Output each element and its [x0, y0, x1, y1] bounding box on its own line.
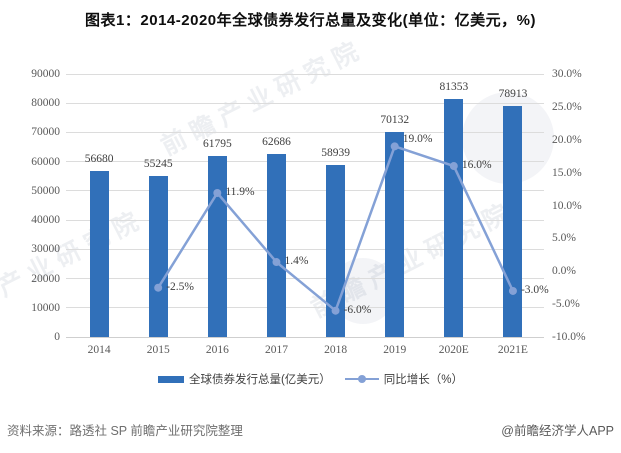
gridline: [66, 190, 544, 192]
line-marker-2020E: [449, 162, 458, 171]
right-axis-tick: -10.0%: [552, 331, 586, 343]
left-axis-tick: 30000: [31, 243, 60, 256]
bar-2019: [385, 132, 405, 337]
chart-title: 图表1：2014-2020年全球债券发行总量及变化(单位：亿美元，%): [85, 12, 536, 29]
bar-value-label: 58939: [321, 146, 350, 159]
left-axis-tick: 80000: [31, 97, 60, 110]
bar-value-label: 62686: [262, 135, 291, 148]
gridline: [66, 336, 544, 338]
gridline: [66, 102, 544, 104]
line-marker-2016: [213, 189, 222, 198]
right-axis-tick: 20.0%: [552, 133, 582, 146]
gridline: [66, 248, 544, 250]
x-axis-label: 2017: [264, 344, 288, 356]
left-axis-tick: 40000: [31, 214, 60, 227]
source-note: 资料来源：路透社 SP 前瞻产业研究院整理: [7, 424, 243, 438]
line-value-label: -2.5%: [166, 280, 194, 293]
line-marker-2015: [154, 283, 163, 292]
legend: 全球债券发行总量(亿美元） 同比增长（%）: [0, 371, 621, 387]
x-axis-label: 2015: [146, 344, 170, 356]
bar-value-label: 61795: [202, 138, 232, 151]
bar-2020E: [444, 99, 464, 337]
x-axis-label: 2018: [324, 344, 348, 356]
x-axis-label: 2021E: [497, 344, 528, 356]
bar-value-label: 70132: [380, 114, 410, 127]
brand-note: @前瞻经济学人APP: [501, 424, 614, 438]
left-axis-tick: 20000: [31, 272, 60, 285]
legend-bar-label: 全球债券发行总量(亿美元）: [188, 374, 331, 386]
bar-2017: [266, 153, 286, 337]
left-axis-tick: 0: [54, 331, 60, 343]
bar-value-label: 78913: [498, 88, 528, 101]
line-value-label: 1.4%: [284, 255, 309, 268]
legend-item-line: 同比增长（%）: [344, 371, 464, 387]
line-value-label: -6.0%: [343, 303, 372, 316]
gridline: [66, 278, 544, 280]
left-axis-tick: 70000: [31, 126, 60, 139]
right-axis-tick: 15.0%: [552, 166, 582, 179]
legend-bar-swatch-icon: [157, 375, 184, 383]
gridline: [66, 131, 544, 133]
legend-item-bars: 全球债券发行总量(亿美元）: [157, 371, 331, 387]
gridline: [66, 219, 544, 221]
gridline: [66, 161, 544, 163]
gridline: [66, 73, 544, 75]
line-marker-2021E: [508, 286, 517, 295]
x-axis-label: 2019: [383, 344, 407, 356]
bar-value-label: 55245: [143, 157, 173, 170]
x-axis-label: 2014: [87, 344, 111, 356]
x-axis-label: 2020E: [438, 344, 469, 356]
line-value-label: 11.9%: [225, 186, 255, 198]
bar-2014: [89, 171, 109, 337]
line-marker-2017: [272, 258, 281, 267]
footer: 资料来源：路透社 SP 前瞻产业研究院整理 @前瞻经济学人APP: [7, 420, 614, 439]
bar-value-label: 81353: [439, 81, 469, 94]
right-axis-tick: 10.0%: [552, 199, 582, 212]
right-axis-tick: -5.0%: [552, 298, 580, 311]
x-axis-label: 2016: [205, 344, 229, 356]
line-value-label: 19.0%: [402, 133, 433, 146]
line-marker-2018: [331, 306, 340, 315]
bar-2015: [148, 175, 168, 337]
left-axis-tick: 60000: [31, 155, 60, 168]
right-axis-tick: 5.0%: [552, 232, 576, 245]
bar-value-label: 56680: [84, 153, 114, 166]
right-axis-tick: 30.0%: [552, 68, 582, 80]
legend-line-label: 同比增长（%）: [383, 374, 464, 386]
gridline: [66, 307, 544, 309]
legend-line-swatch-icon: [344, 374, 379, 384]
line-value-label: -3.0%: [520, 283, 549, 296]
right-axis-tick: 0.0%: [552, 265, 576, 278]
left-axis-tick: 10000: [31, 301, 60, 314]
left-axis-tick: 90000: [31, 68, 60, 80]
left-axis-tick: 50000: [31, 184, 60, 197]
right-axis-tick: 25.0%: [552, 100, 582, 113]
line-value-label: 16.0%: [461, 159, 492, 172]
line-marker-2019: [390, 142, 399, 151]
